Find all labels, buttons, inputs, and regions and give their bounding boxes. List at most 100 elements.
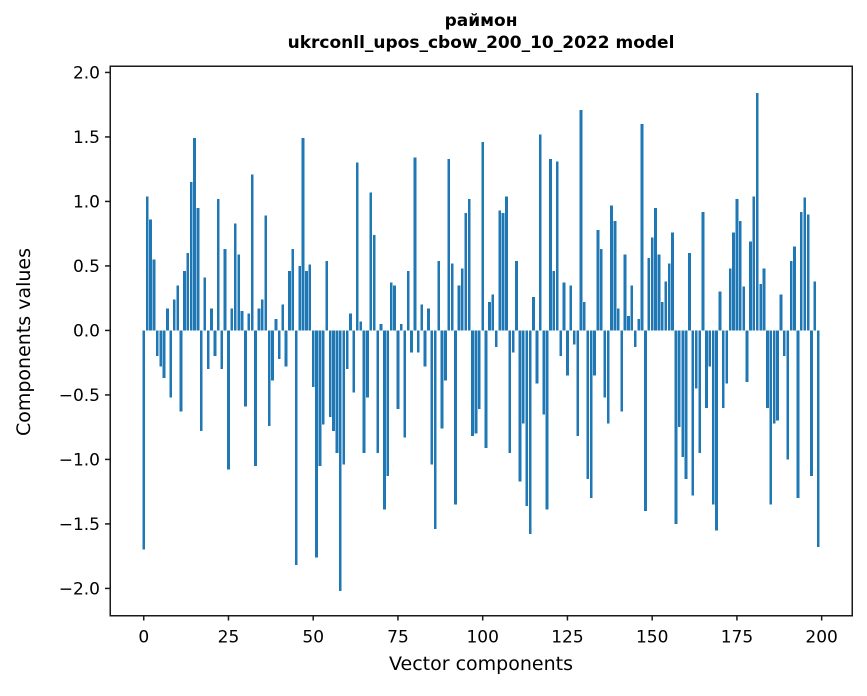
x-tick-label: 125	[551, 628, 583, 648]
bar	[515, 260, 518, 331]
bar	[359, 321, 363, 331]
bar	[288, 271, 291, 331]
bar	[328, 330, 332, 417]
bar	[393, 285, 396, 331]
bar	[355, 162, 359, 331]
bar	[681, 330, 685, 457]
bar	[776, 330, 779, 421]
bar	[616, 308, 620, 331]
bar	[308, 264, 312, 331]
bar	[742, 286, 746, 331]
bar	[491, 294, 495, 331]
bar	[169, 330, 173, 398]
bar	[230, 308, 234, 331]
bar	[589, 330, 593, 499]
chart-title-model: ukrconll_upos_cbow_200_10_2022 model	[287, 33, 675, 53]
bar	[755, 93, 759, 331]
bar	[461, 268, 464, 331]
bar	[257, 308, 261, 331]
bar	[508, 330, 512, 453]
bar	[603, 330, 607, 398]
bar	[403, 330, 407, 438]
bar	[494, 330, 498, 348]
bar	[247, 313, 251, 331]
bar	[579, 109, 583, 331]
bar	[593, 330, 596, 376]
bar	[762, 268, 766, 331]
bar	[294, 330, 298, 566]
bar	[467, 198, 471, 331]
bar	[664, 281, 668, 331]
bar	[789, 260, 793, 331]
y-tick-label: −2.0	[59, 579, 100, 599]
bar	[291, 249, 295, 331]
bar	[267, 330, 271, 426]
bar	[803, 197, 807, 331]
bar	[227, 330, 230, 470]
bar	[752, 196, 756, 331]
bar	[488, 302, 491, 331]
bar	[738, 220, 742, 331]
bar	[769, 330, 773, 505]
bar	[572, 330, 576, 345]
bar	[481, 142, 485, 331]
bar	[352, 330, 356, 393]
bar	[145, 196, 149, 331]
y-tick-label: −0.5	[59, 386, 100, 406]
bar	[464, 213, 468, 331]
bar	[183, 271, 186, 331]
bar	[810, 330, 813, 477]
bar	[806, 214, 810, 331]
bar	[406, 271, 410, 331]
bar	[189, 182, 193, 331]
bar	[162, 330, 166, 379]
bar	[657, 254, 661, 331]
bar	[233, 223, 237, 331]
bar	[498, 210, 501, 331]
bar	[186, 253, 190, 331]
x-tick-label: 25	[218, 628, 240, 648]
bar	[362, 330, 366, 453]
bar	[447, 158, 451, 331]
bar	[749, 241, 752, 331]
bar	[430, 330, 434, 465]
y-tick-label: 1.0	[73, 192, 100, 212]
x-tick-label: 150	[636, 628, 668, 648]
bar	[549, 158, 552, 331]
bar	[610, 205, 613, 331]
bar	[552, 271, 556, 331]
bar	[318, 330, 322, 466]
bar	[284, 330, 288, 367]
bar	[210, 308, 213, 331]
y-tick-label: 0.0	[73, 321, 100, 341]
bar	[535, 330, 539, 384]
bar	[816, 330, 820, 548]
bar	[305, 271, 308, 331]
bar	[562, 282, 566, 331]
bar	[735, 198, 739, 331]
bar	[545, 330, 549, 510]
bar	[596, 229, 600, 331]
bar	[667, 263, 671, 331]
bar	[654, 207, 657, 331]
bar	[559, 330, 563, 357]
bar	[569, 285, 573, 331]
bar	[366, 330, 369, 398]
bar	[240, 311, 244, 331]
bar	[149, 219, 152, 331]
bar	[298, 265, 302, 331]
bar	[420, 304, 424, 331]
bar	[474, 330, 478, 434]
bar	[728, 268, 732, 331]
bar	[644, 330, 647, 512]
bar	[674, 330, 678, 524]
bar	[423, 330, 427, 367]
bar	[193, 138, 196, 331]
bar	[677, 330, 681, 428]
bar	[766, 330, 769, 408]
bar	[172, 299, 176, 331]
bar	[372, 234, 376, 331]
bar	[786, 330, 790, 460]
bar	[705, 330, 708, 408]
